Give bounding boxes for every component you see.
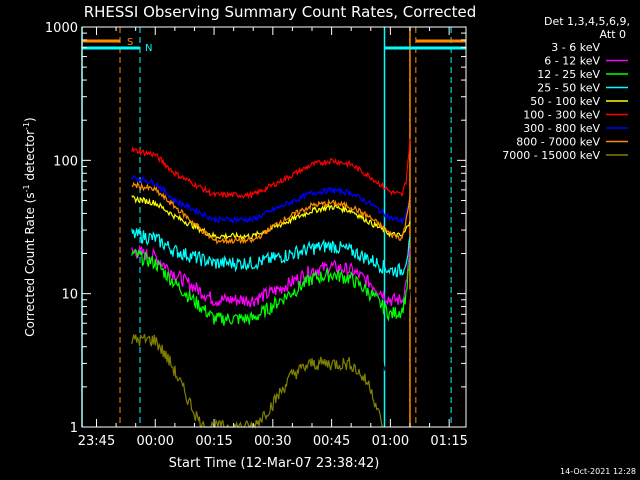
x-tick-label: 01:15 [430,434,467,449]
y-axis-label-sup2: -1 [22,122,31,130]
y-tick-label: 100 [53,154,78,169]
y-axis-label-sup1: -1 [22,184,31,192]
flag-markers: SN [81,27,466,427]
legend-label: 3 - 6 keV [551,41,600,54]
x-tick-label: 23:45 [78,434,115,449]
legend-label: 50 - 100 keV [530,95,600,108]
legend-label: 12 - 25 keV [537,68,600,81]
series-line [131,248,411,326]
legend-label: 25 - 50 keV [537,82,600,95]
series-line [131,138,411,200]
footer-date: 14-Oct-2021 12:28 [560,467,636,476]
legend-label: 800 - 7000 keV [516,136,600,149]
series-line [131,334,384,430]
plot-frame [81,26,467,428]
series-layer [131,138,411,430]
x-tick-label: 00:30 [254,434,291,449]
night-flag-label: N [145,43,152,54]
legend-label: 7000 - 15000 keV [502,149,600,162]
legend-header-line1: Det 1,3,4,5,6,9, [544,15,630,28]
series-line [131,244,411,308]
y-axis: 1 10 100 1000 [45,21,466,436]
y-axis-label: Corrected Count Rate (s-1 detector-1) [22,117,37,336]
y-tick-label: 1000 [45,21,78,36]
legend-label: 300 - 800 keV [523,122,600,135]
y-tick-label: 1 [70,421,78,436]
y-tick-label: 10 [61,288,78,303]
series-line [131,228,411,278]
x-axis: 23:45 00:00 00:15 00:30 00:45 01:00 01:15 [78,27,468,449]
x-tick-label: 01:00 [372,434,409,449]
series-line [131,174,411,224]
series-line [131,271,411,372]
x-tick-label: 00:00 [137,434,174,449]
y-axis-label-main: Corrected Count Rate (s [23,192,37,336]
x-tick-label: 00:45 [313,434,350,449]
legend-label: 100 - 300 keV [523,109,600,122]
saa-flag-label: S [127,37,133,48]
x-tick-label: 00:15 [195,434,232,449]
chart-title: RHESSI Observing Summary Count Rates, Co… [84,3,477,21]
y-axis-label-mid: detector [23,130,37,185]
x-axis-label: Start Time (12-Mar-07 23:38:42) [169,456,380,471]
series-line [131,181,411,245]
legend-label: 6 - 12 keV [544,55,600,68]
y-axis-label-end: ) [23,117,37,122]
legend-header-line2: Att 0 [600,28,626,41]
